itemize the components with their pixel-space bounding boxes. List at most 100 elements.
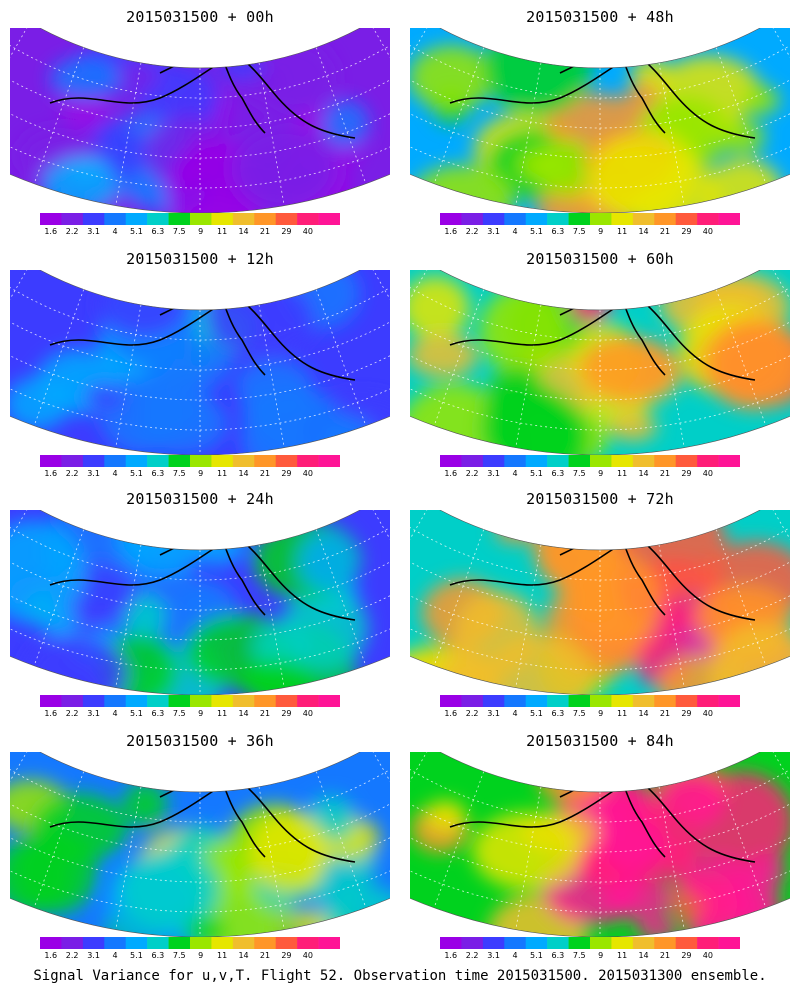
colorbar-ticks: 1.6 2.2 3.1 4 5.1 6.3 7.5 9 11 14 21 29 40 xyxy=(40,227,340,239)
panel-title: 2015031500 + 84h xyxy=(526,732,674,750)
colorbar-swatch xyxy=(104,937,127,949)
colorbar-swatch xyxy=(440,455,462,467)
colorbar-swatch xyxy=(40,213,62,225)
panel-title: 2015031500 + 12h xyxy=(126,250,274,268)
colorbar-swatch xyxy=(211,213,234,225)
colorbar-swatch xyxy=(525,695,548,707)
colorbar-ticks: 1.6 2.2 3.1 4 5.1 6.3 7.5 9 11 14 21 29 40 xyxy=(440,951,740,963)
colorbar-tick-label: 29 xyxy=(281,951,292,960)
colorbar-swatch xyxy=(547,695,569,707)
colorbar-tick-label: 14 xyxy=(238,469,249,478)
colorbar-tick-label: 1.6 xyxy=(44,709,58,718)
colorbar-tick-label: 14 xyxy=(238,227,249,236)
colorbar-swatch xyxy=(125,213,148,225)
colorbar-tick-label: 5.1 xyxy=(530,227,543,236)
colorbar-swatch xyxy=(254,695,277,707)
forecast-panel: 2015031500 + 84h 1.6 2.2 3.1 4 5.1 6.3 7.5 9 11 14… xyxy=(410,732,790,962)
variance-field xyxy=(10,270,390,455)
colorbar-swatch xyxy=(654,455,677,467)
colorbar-swatch xyxy=(147,455,169,467)
colorbar-swatch xyxy=(675,695,698,707)
colorbar-tick-label: 5.1 xyxy=(530,951,543,960)
colorbar-tick-label: 2.2 xyxy=(465,227,479,236)
colorbar-swatch xyxy=(654,695,677,707)
colorbar-swatch xyxy=(461,937,484,949)
colorbar-swatch xyxy=(632,695,655,707)
panel-title: 2015031500 + 00h xyxy=(126,8,274,26)
colorbar-tick-label: 21 xyxy=(259,709,271,718)
colorbar-tick-label: 5.1 xyxy=(130,227,143,236)
colorbar-tick-label: 5.1 xyxy=(530,709,543,718)
colorbar-tick-label: 4 xyxy=(112,709,118,718)
colorbar-tick-label: 7.5 xyxy=(572,709,586,718)
colorbar-swatch xyxy=(82,455,105,467)
colorbar-tick-label: 29 xyxy=(681,709,692,718)
colorbar-swatch xyxy=(190,455,212,467)
colorbar-tick-label: 14 xyxy=(638,709,649,718)
colorbar-swatch xyxy=(82,695,105,707)
colorbar-tick-label: 7.5 xyxy=(172,227,186,236)
colorbar-swatch xyxy=(297,213,319,225)
colorbar-swatch xyxy=(482,695,505,707)
colorbar-swatch xyxy=(697,213,719,225)
colorbar xyxy=(440,695,740,707)
colorbar-swatch xyxy=(61,455,84,467)
colorbar-tick-label: 11 xyxy=(217,469,228,478)
colorbar-swatch xyxy=(211,695,234,707)
colorbar-swatch xyxy=(168,937,191,949)
colorbar-tick-label: 4 xyxy=(512,709,518,718)
colorbar-tick-label: 14 xyxy=(638,469,649,478)
panel-title: 2015031500 + 48h xyxy=(526,8,674,26)
variance-map xyxy=(410,510,790,695)
colorbar-tick-label: 9 xyxy=(198,951,204,960)
colorbar-tick-label: 4 xyxy=(512,951,518,960)
colorbar-swatch xyxy=(168,213,191,225)
colorbar-tick-label: 9 xyxy=(198,227,204,236)
forecast-panel: 2015031500 + 36h 1.6 2.2 3.1 4 5.1 6.3 7.5 9 11 14… xyxy=(10,732,390,962)
colorbar-swatch xyxy=(147,213,169,225)
colorbar-swatch xyxy=(482,937,505,949)
colorbar-tick-label: 9 xyxy=(598,951,604,960)
colorbar-swatch xyxy=(461,695,484,707)
colorbar-swatch xyxy=(40,695,62,707)
variance-map xyxy=(410,270,790,455)
colorbar-swatch xyxy=(168,695,191,707)
colorbar-swatch xyxy=(318,213,340,225)
colorbar-tick-label: 5.1 xyxy=(130,709,143,718)
colorbar-swatch xyxy=(104,695,127,707)
colorbar-swatch xyxy=(40,937,62,949)
colorbar-tick-label: 7.5 xyxy=(172,469,186,478)
panel-title: 2015031500 + 36h xyxy=(126,732,274,750)
colorbar-swatch xyxy=(232,937,255,949)
colorbar-ticks: 1.6 2.2 3.1 4 5.1 6.3 7.5 9 11 14 21 29 40 xyxy=(440,709,740,721)
colorbar-tick-label: 11 xyxy=(617,709,628,718)
colorbar-tick-label: 40 xyxy=(702,709,713,718)
colorbar xyxy=(440,937,740,949)
colorbar-tick-label: 7.5 xyxy=(572,227,586,236)
colorbar-swatch xyxy=(611,937,634,949)
colorbar-tick-label: 11 xyxy=(217,951,228,960)
colorbar-ticks: 1.6 2.2 3.1 4 5.1 6.3 7.5 9 11 14 21 29 40 xyxy=(440,469,740,481)
colorbar-tick-label: 6.3 xyxy=(151,951,165,960)
colorbar-tick-label: 29 xyxy=(681,469,692,478)
colorbar-tick-label: 5.1 xyxy=(130,951,143,960)
colorbar-swatch xyxy=(61,213,84,225)
colorbar-swatch xyxy=(718,213,740,225)
colorbar-tick-label: 2.2 xyxy=(465,469,479,478)
colorbar-swatch xyxy=(525,455,548,467)
colorbar-swatch xyxy=(525,937,548,949)
colorbar-tick-label: 21 xyxy=(659,469,671,478)
colorbar-tick-label: 1.6 xyxy=(44,227,58,236)
forecast-panel: 2015031500 + 72h 1.6 2.2 3.1 4 5.1 6.3 7.5 9 11 14… xyxy=(410,490,790,720)
colorbar-swatch xyxy=(147,937,169,949)
colorbar-swatch xyxy=(61,695,84,707)
variance-map xyxy=(10,752,390,937)
colorbar-swatch xyxy=(547,937,569,949)
colorbar-tick-label: 7.5 xyxy=(572,469,586,478)
colorbar-swatch xyxy=(590,695,612,707)
colorbar-swatch xyxy=(654,213,677,225)
colorbar-tick-label: 3.1 xyxy=(87,227,100,236)
colorbar-tick-label: 7.5 xyxy=(172,709,186,718)
colorbar-swatch xyxy=(297,455,319,467)
colorbar xyxy=(40,213,340,225)
